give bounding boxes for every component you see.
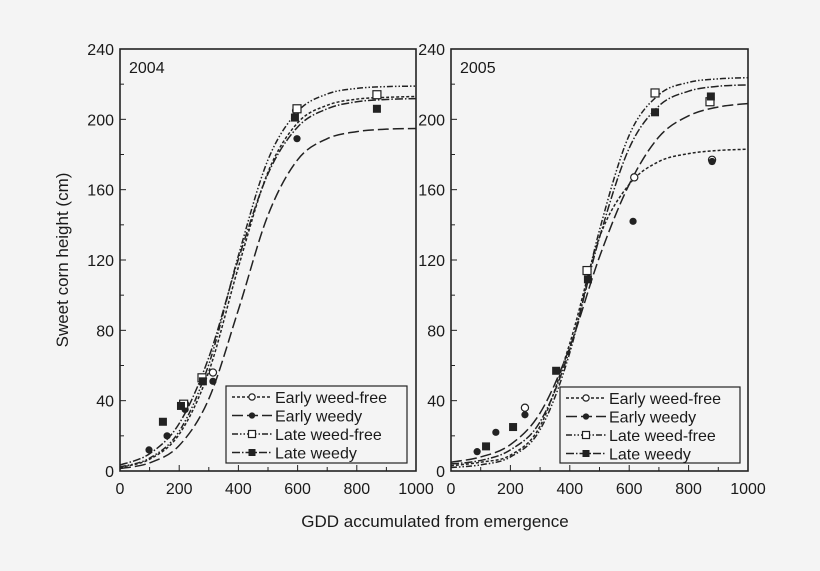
y-tick-label: 200 xyxy=(87,112,114,129)
data-point xyxy=(520,403,530,412)
data-point xyxy=(176,401,185,410)
legend-marker xyxy=(582,450,590,457)
curve-early-weedy xyxy=(119,127,417,470)
curve-late-weed-free xyxy=(450,76,749,469)
data-point xyxy=(290,113,299,122)
data-point xyxy=(372,90,382,100)
legend-label: Late weedy xyxy=(275,446,357,463)
legend-marker xyxy=(581,430,591,440)
data-point xyxy=(629,217,637,225)
x-tick-label: 400 xyxy=(556,481,583,498)
y-tick-label: 0 xyxy=(436,464,445,481)
panel-title: 2004 xyxy=(129,60,165,77)
data-point xyxy=(650,88,660,98)
legend-label: Early weed-free xyxy=(275,390,387,407)
data-point xyxy=(509,423,518,432)
x-tick-label: 200 xyxy=(497,481,524,498)
data-point xyxy=(708,157,716,166)
data-point xyxy=(583,275,592,284)
data-point xyxy=(208,368,218,377)
data-point xyxy=(293,135,301,143)
y-tick-label: 40 xyxy=(427,394,445,411)
data-point xyxy=(473,448,481,456)
y-tick-label: 0 xyxy=(105,464,114,481)
x-tick-label: 0 xyxy=(447,481,456,498)
legend-marker xyxy=(582,394,590,402)
legend-box xyxy=(225,385,408,464)
y-tick-label: 40 xyxy=(96,394,114,411)
x-tick-label: 1000 xyxy=(398,481,434,498)
panel-title: 2005 xyxy=(460,60,496,77)
panel-2005: 2005 0 40 80 120 160 200 240 0 200 400 600 800 1000 Ea… xyxy=(418,42,766,498)
curve-late-weedy xyxy=(450,84,749,465)
data-point xyxy=(482,442,491,451)
y-tick-label: 160 xyxy=(87,183,114,200)
y-axis-label: Sweet corn height (cm) xyxy=(53,173,72,348)
x-tick-label: 400 xyxy=(225,481,252,498)
data-point xyxy=(292,104,302,114)
legend-box xyxy=(559,386,741,464)
legend-marker xyxy=(248,393,256,401)
data-point xyxy=(209,377,217,385)
x-tick-label: 800 xyxy=(343,481,370,498)
data-point xyxy=(651,108,660,117)
data-point xyxy=(521,411,529,419)
curve-early-weedy xyxy=(450,102,749,463)
data-point xyxy=(706,92,715,101)
legend-label: Late weed-free xyxy=(609,428,716,445)
y-tick-label: 120 xyxy=(87,253,114,270)
legend-marker xyxy=(582,413,590,420)
legend-marker xyxy=(248,412,256,419)
data-point xyxy=(552,366,561,375)
y-tick-label: 240 xyxy=(418,42,445,59)
x-tick-label: 800 xyxy=(675,481,702,498)
y-tick-label: 160 xyxy=(418,183,445,200)
curve-late-weedy xyxy=(119,97,417,466)
y-tick-label: 200 xyxy=(418,112,445,129)
data-point xyxy=(492,428,500,436)
x-tick-label: 200 xyxy=(166,481,193,498)
data-point xyxy=(145,446,153,454)
x-tick-label: 0 xyxy=(116,481,125,498)
legend-label: Late weed-free xyxy=(275,427,382,444)
y-tick-label: 80 xyxy=(96,323,114,340)
y-tick-label: 80 xyxy=(427,323,445,340)
x-tick-label: 600 xyxy=(284,481,311,498)
panel-2004: 2004 0 40 80 120 160 200 240 0 200 400 600 800 1000 Ea… xyxy=(87,42,434,498)
y-tick-label: 240 xyxy=(87,42,114,59)
legend-label: Early weed-free xyxy=(609,391,721,408)
x-axis-label: GDD accumulated from emergence xyxy=(301,512,568,531)
legend-label: Early weedy xyxy=(275,409,362,426)
y-tick-label: 120 xyxy=(418,253,445,270)
data-point xyxy=(198,377,207,386)
x-tick-label: 1000 xyxy=(730,481,766,498)
data-point xyxy=(630,173,639,182)
legend-marker xyxy=(247,429,257,439)
data-point xyxy=(163,432,171,440)
data-point xyxy=(158,417,167,426)
curve-early-weed-free xyxy=(450,148,749,467)
curve-late-weed-free xyxy=(119,85,417,468)
data-point xyxy=(582,265,592,276)
legend-label: Late weedy xyxy=(609,447,691,464)
data-point xyxy=(372,104,381,113)
x-tick-label: 600 xyxy=(616,481,643,498)
legend-marker xyxy=(248,449,256,456)
legend-label: Early weedy xyxy=(609,410,696,427)
